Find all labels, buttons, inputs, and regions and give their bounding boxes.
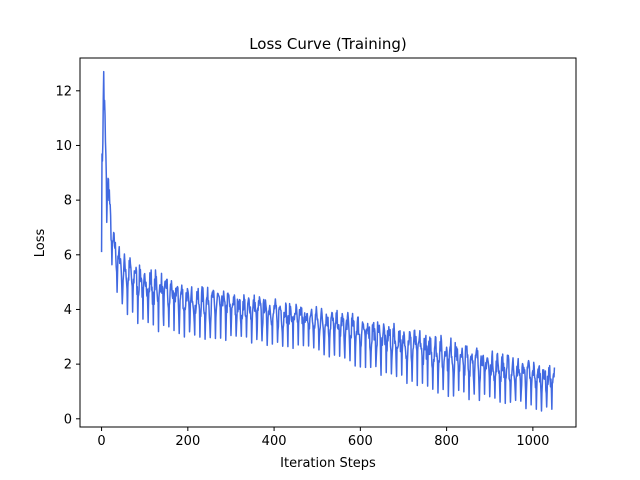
x-tick-label: 200 [175, 434, 200, 449]
chart-title: Loss Curve (Training) [249, 35, 407, 53]
loss-series-line [100, 70, 556, 412]
plot-frame [79, 57, 577, 428]
y-tick-label: 12 [55, 84, 72, 99]
x-tick-label: 400 [262, 434, 287, 449]
y-axis-label: Loss [33, 229, 48, 258]
x-tick-label: 800 [434, 434, 459, 449]
y-tick-label: 6 [64, 248, 72, 263]
y-tick-label: 4 [64, 303, 72, 318]
y-axis: 0 2 4 6 8 10 12 [55, 84, 80, 427]
x-axis: 0 200 400 600 800 1000 [97, 427, 549, 449]
x-tick-label: 1000 [516, 434, 549, 449]
y-tick-label: 10 [55, 139, 72, 154]
y-tick-label: 0 [64, 412, 72, 427]
x-tick-label: 600 [348, 434, 373, 449]
x-tick-label: 0 [97, 434, 105, 449]
x-axis-label: Iteration Steps [280, 456, 376, 471]
y-tick-label: 2 [64, 358, 72, 373]
y-tick-label: 8 [64, 194, 72, 209]
plot-area [79, 57, 577, 428]
